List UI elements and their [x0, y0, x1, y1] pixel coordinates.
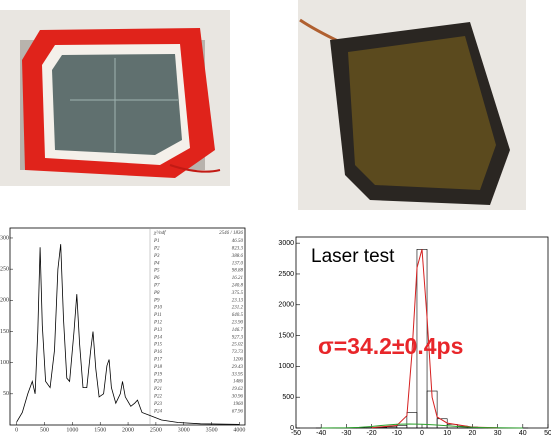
stats-label: P11 — [153, 313, 162, 318]
stats-label: P4 — [153, 261, 160, 266]
y-tick-label: 250 — [0, 267, 9, 273]
stats-value: 240.8 — [232, 284, 244, 289]
x-tick-label: 1000 — [66, 427, 78, 433]
stats-value: 30.96 — [232, 395, 244, 400]
stats-label: P19 — [153, 372, 163, 377]
x-tick-label: -20 — [367, 430, 377, 437]
stats-label: P17 — [153, 358, 163, 363]
stats-value: 640.5 — [232, 313, 244, 318]
stats-label: P22 — [153, 395, 163, 400]
y-tick-label: 2500 — [278, 271, 294, 278]
x-tick-label: 40 — [519, 430, 527, 437]
y-tick-label: 1500 — [278, 332, 294, 339]
stats-label: P15 — [153, 343, 163, 348]
stats-label: P12 — [153, 321, 163, 326]
photo-left — [0, 10, 230, 186]
stats-label: P24 — [153, 409, 163, 414]
x-tick-label: 10 — [443, 430, 451, 437]
stats-label: P3 — [153, 254, 160, 259]
stats-value: 1960 — [233, 402, 244, 407]
stats-label: P6 — [153, 276, 160, 281]
y-tick-label: 500 — [282, 394, 294, 401]
stats-value: 375.5 — [232, 291, 244, 296]
stats-value: 16.21 — [232, 276, 243, 281]
x-tick-label: 2500 — [150, 427, 162, 433]
x-tick-label: 500 — [40, 427, 49, 433]
x-tick-label: 1500 — [94, 427, 106, 433]
stats-label: P16 — [153, 350, 163, 355]
y-tick-label: 2000 — [278, 302, 294, 309]
histogram-bar — [407, 413, 417, 428]
stats-value: 29.43 — [232, 365, 244, 370]
stats-value: 23.90 — [232, 321, 244, 326]
stats-value: 98.88 — [232, 269, 244, 274]
x-tick-label: 3500 — [206, 427, 218, 433]
stats-value: 231.2 — [232, 306, 244, 311]
stats-value: 25.02 — [232, 343, 244, 348]
y-tick-label: 1000 — [278, 363, 294, 370]
stats-label: P7 — [153, 284, 160, 289]
y-tick-label: 200 — [0, 298, 9, 304]
histogram-bar — [387, 427, 397, 428]
x-tick-label: 4000 — [233, 427, 245, 433]
stats-label: P8 — [153, 291, 160, 296]
stats-value: 19.62 — [232, 387, 244, 392]
x-tick-label: 20 — [469, 430, 477, 437]
x-tick-label: 2000 — [122, 427, 134, 433]
x-tick-label: -10 — [392, 430, 402, 437]
stats-label: P1 — [153, 239, 160, 244]
stats-value: 23.13 — [232, 298, 244, 303]
stats-value: 46.50 — [232, 239, 244, 244]
y-tick-label: 150 — [0, 329, 9, 335]
x-tick-label: 50 — [544, 430, 551, 437]
stats-value: 1486 — [233, 380, 244, 385]
annotation: Laser test — [311, 246, 395, 267]
stats-value: 927.3 — [232, 335, 244, 340]
stats-value: 33.95 — [232, 372, 244, 377]
y-tick-label: 300 — [0, 235, 9, 241]
stats-label: P13 — [153, 328, 163, 333]
stats-label: P14 — [153, 335, 163, 340]
plot-frame — [10, 228, 245, 425]
y-tick-label: 3000 — [278, 240, 294, 247]
stats-value: 137.0 — [232, 261, 244, 266]
y-tick-label: 50 — [3, 391, 9, 397]
stats-value: 73.73 — [232, 350, 244, 355]
stats-value: 1206 — [233, 358, 244, 363]
y-tick-label: 0 — [290, 425, 294, 432]
stats-value: 67.96 — [232, 409, 244, 414]
stats-label: P2 — [153, 247, 160, 252]
y-tick-label: 100 — [0, 360, 9, 366]
x-tick-label: 30 — [494, 430, 502, 437]
x-tick-label: -30 — [341, 430, 351, 437]
stats-value: 2546 / 1836 — [219, 231, 243, 236]
x-tick-label: 0 — [15, 427, 18, 433]
stats-label: P20 — [153, 380, 163, 385]
stats-value: 823.3 — [232, 247, 244, 252]
x-tick-label: -40 — [316, 430, 326, 437]
data-line — [17, 244, 240, 424]
stats-label: P18 — [153, 365, 163, 370]
annotation: σ=34.2±0.4ps — [318, 333, 463, 359]
stats-label: P10 — [153, 306, 163, 311]
x-tick-label: 0 — [420, 430, 424, 437]
stats-label: P23 — [153, 402, 163, 407]
photo-right — [298, 0, 526, 210]
stats-label: P21 — [153, 387, 162, 392]
stats-value: 388.6 — [232, 254, 244, 259]
stats-label: P9 — [153, 298, 160, 303]
stats-label: χ²/ndf — [153, 230, 166, 236]
stats-value: 146.7 — [232, 328, 244, 333]
page: 0500100015002000250030003500400050100150… — [0, 0, 551, 437]
x-tick-label: 3000 — [178, 427, 190, 433]
stats-label: P5 — [153, 269, 160, 274]
